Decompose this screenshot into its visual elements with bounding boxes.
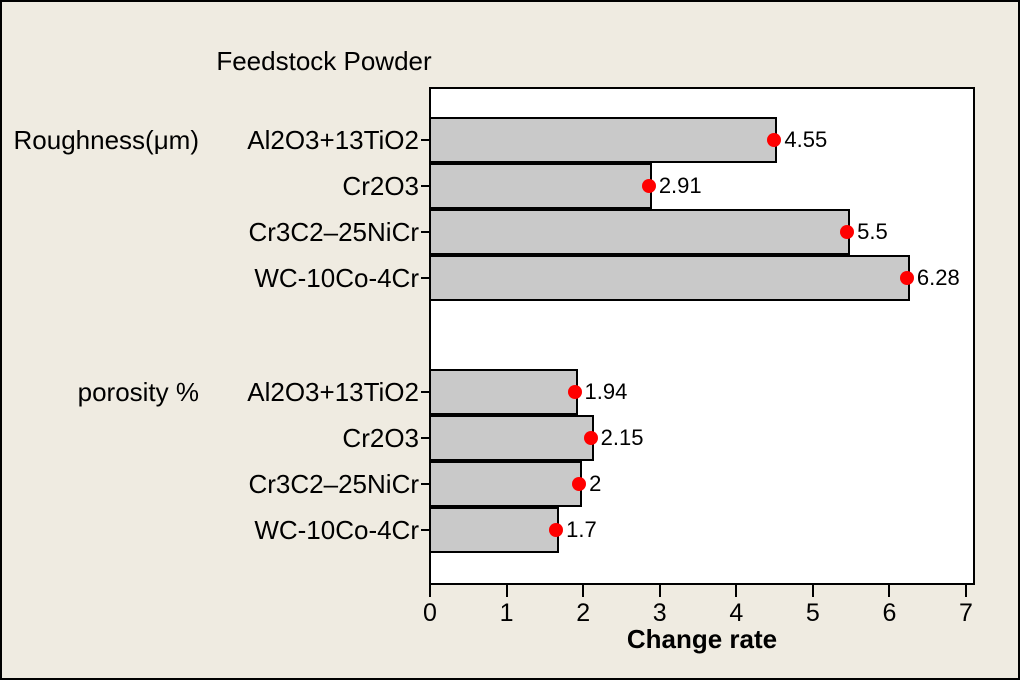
- value-label: 5.5: [857, 219, 888, 244]
- value-label: 1.94: [584, 379, 628, 404]
- data-point-marker: [899, 271, 914, 285]
- data-point-marker: [583, 431, 598, 445]
- x-axis-label: Change rate: [626, 624, 778, 654]
- x-tick: [505, 585, 508, 597]
- category-label: Al2O3+13TiO2: [247, 125, 419, 155]
- data-point-marker: [572, 477, 587, 491]
- y-tick: [421, 483, 429, 485]
- x-tick-label: 6: [882, 599, 897, 627]
- y-tick: [421, 277, 429, 279]
- bar: [429, 507, 560, 553]
- x-tick-label: 5: [805, 599, 820, 627]
- x-tick-label: 0: [423, 599, 437, 627]
- bar: [429, 117, 778, 163]
- x-tick: [735, 585, 738, 597]
- y-tick: [421, 139, 429, 141]
- category-label: Cr2O3: [342, 171, 419, 201]
- value-label: 1.7: [566, 517, 597, 542]
- y-tick: [421, 185, 429, 187]
- group-label-porosity: porosity %: [77, 377, 199, 407]
- value-label: 6.28: [916, 265, 960, 290]
- group-label-roughness: Roughness(μm): [13, 125, 200, 155]
- category-label: WC-10Co-4Cr: [254, 515, 419, 545]
- data-point-marker: [567, 385, 582, 399]
- x-tick: [658, 585, 661, 597]
- y-tick: [421, 231, 429, 233]
- bar: [429, 209, 851, 255]
- x-tick-label: 2: [576, 599, 591, 627]
- data-point-marker: [549, 523, 564, 537]
- x-tick-label: 7: [959, 599, 973, 627]
- category-label: Cr2O3: [342, 423, 419, 453]
- x-tick-label: 4: [729, 599, 744, 627]
- y-tick: [421, 437, 429, 439]
- bar: [429, 255, 910, 301]
- data-point-marker: [767, 133, 782, 147]
- category-label: WC-10Co-4Cr: [254, 263, 419, 293]
- category-label: Cr3C2–25NiCr: [248, 217, 420, 247]
- x-tick: [965, 585, 967, 597]
- y-tick: [421, 391, 429, 393]
- x-tick: [429, 585, 431, 597]
- value-label: 4.55: [784, 127, 828, 152]
- data-point-marker: [840, 225, 855, 239]
- x-tick-label: 1: [499, 599, 514, 627]
- bar: [429, 415, 594, 461]
- category-label: Al2O3+13TiO2: [247, 377, 419, 407]
- x-tick: [582, 585, 585, 597]
- bar: [429, 461, 583, 507]
- data-point-marker: [641, 179, 656, 193]
- bar: [429, 163, 652, 209]
- category-label: Cr3C2–25NiCr: [248, 469, 420, 499]
- x-tick: [811, 585, 814, 597]
- x-tick: [888, 585, 891, 597]
- value-label: 2.91: [658, 173, 702, 198]
- value-label: 2.15: [600, 425, 644, 450]
- chart-title: Feedstock Powder: [216, 46, 432, 76]
- value-label: 2: [589, 471, 602, 496]
- y-tick: [421, 529, 429, 531]
- bar: [429, 369, 578, 415]
- x-tick-label: 3: [652, 599, 667, 627]
